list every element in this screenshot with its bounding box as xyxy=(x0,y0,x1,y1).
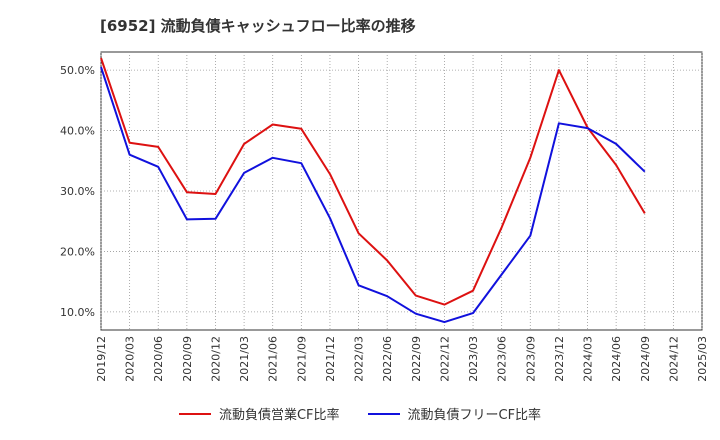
x-tick-label: 2019/12 xyxy=(95,336,108,382)
x-tick-label: 2022/06 xyxy=(381,336,394,382)
x-tick-label: 2023/06 xyxy=(496,336,509,382)
series-line-0 xyxy=(100,57,646,306)
legend-swatch-operating-cf xyxy=(178,412,211,415)
legend-item-free-cf: 流動負債フリーCF比率 xyxy=(367,404,542,423)
y-tick-label: 40.0% xyxy=(60,125,95,138)
legend-swatch-free-cf xyxy=(367,412,400,415)
legend-item-operating-cf: 流動負債営業CF比率 xyxy=(178,404,340,423)
legend: 流動負債営業CF比率 流動負債フリーCF比率 xyxy=(0,404,720,423)
x-tick-label: 2023/12 xyxy=(553,336,566,382)
x-tick-label: 2024/12 xyxy=(667,336,680,382)
x-tick-label: 2022/03 xyxy=(353,336,366,382)
y-axis: 10.0% 20.0% 30.0% 40.0% 50.0% xyxy=(60,64,95,319)
x-axis: 2019/12 2020/03 2020/06 2020/09 2020/12 2021/… xyxy=(95,336,709,382)
x-tick-label: 2020/12 xyxy=(209,336,222,382)
y-tick-label: 30.0% xyxy=(60,185,95,198)
x-tick-label: 2023/09 xyxy=(524,336,537,382)
chart-title: [6952] 流動負債キャッシュフロー比率の推移 xyxy=(100,17,416,35)
x-tick-label: 2021/09 xyxy=(295,336,308,382)
x-tick-label: 2021/12 xyxy=(324,336,337,382)
series-lines xyxy=(100,57,646,324)
x-tick-label: 2021/03 xyxy=(238,336,251,382)
x-tick-label: 2020/06 xyxy=(152,336,165,382)
series-line-1 xyxy=(100,66,646,324)
x-tick-label: 2022/12 xyxy=(438,336,451,382)
y-tick-label: 50.0% xyxy=(60,64,95,77)
x-tick-label: 2022/09 xyxy=(410,336,423,382)
legend-label-operating-cf: 流動負債営業CF比率 xyxy=(218,408,340,423)
y-tick-label: 20.0% xyxy=(60,245,95,258)
x-tick-label: 2024/03 xyxy=(582,336,595,382)
x-tick-label: 2021/06 xyxy=(267,336,280,382)
legend-label-free-cf: 流動負債フリーCF比率 xyxy=(407,408,542,423)
x-tick-label: 2020/09 xyxy=(181,336,194,382)
x-tick-label: 2020/03 xyxy=(124,336,137,382)
x-tick-label: 2025/03 xyxy=(696,336,709,382)
y-tick-label: 10.0% xyxy=(60,306,95,319)
x-tick-label: 2023/03 xyxy=(467,336,480,382)
x-tick-label: 2024/09 xyxy=(639,336,652,382)
x-tick-label: 2024/06 xyxy=(610,336,623,382)
